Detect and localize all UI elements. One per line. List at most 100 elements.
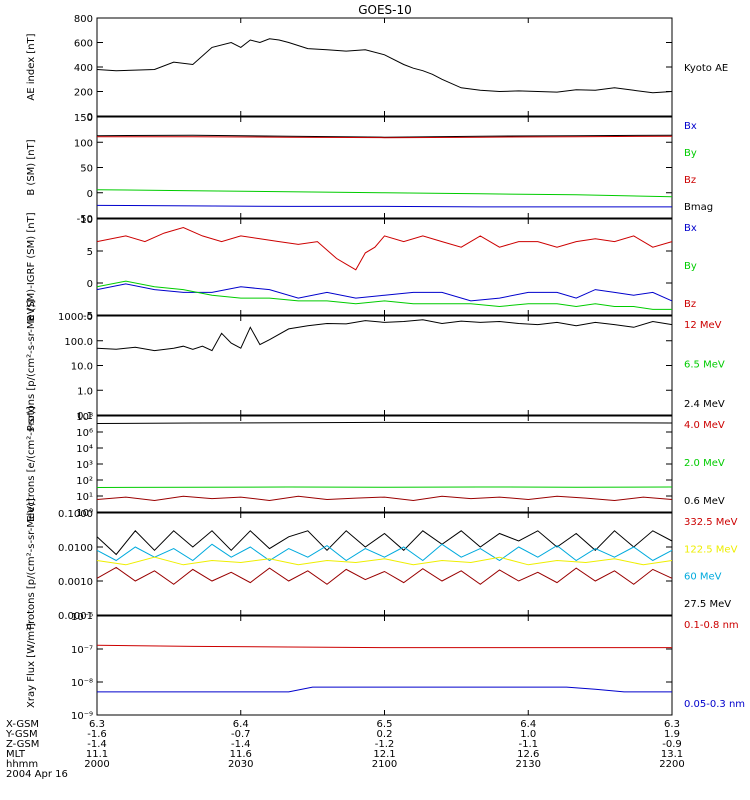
y-tick-label: 10⁻⁷ xyxy=(71,645,93,656)
series-line-1 xyxy=(96,421,673,424)
legend-label: 27.5 MeV xyxy=(684,599,731,610)
series-line-2 xyxy=(96,486,673,488)
y-tick-label: 10⁻⁸ xyxy=(71,678,93,689)
footer-row-value: 2030 xyxy=(228,759,253,770)
y-axis-label: AE index [nT] xyxy=(26,33,37,100)
panel-frame xyxy=(96,512,673,616)
legend-label: Bz xyxy=(684,175,696,186)
footer-row-value: -1.4 xyxy=(87,739,107,750)
panel-7: 10⁻⁶ 10⁻⁷ 10⁻⁸ 10⁻⁹ Xray Flux [W/m²] 0.1-0.8 … xyxy=(26,612,745,722)
panel-frame xyxy=(96,116,673,219)
series-line-2 xyxy=(97,135,673,139)
legend-label: 0.1-0.8 nm xyxy=(684,620,739,631)
series-line-2 xyxy=(97,686,672,693)
panel-5: 10⁸ 10⁶ 10⁴ 10³ 10² 10¹ 10⁰ Electrons [e/(cm²-s… xyxy=(26,406,725,522)
y-tick-label: 0.1 xyxy=(77,411,93,422)
footer-row-value: 2100 xyxy=(372,759,397,770)
y-tick-label: 150 xyxy=(74,113,93,124)
y-tick-label: -5 xyxy=(83,311,93,322)
footer-row-value: 2200 xyxy=(659,759,684,770)
legend-label: Bmag xyxy=(684,202,713,213)
y-tick-label: 10⁻⁹ xyxy=(71,711,93,722)
legend-label: By xyxy=(684,148,697,159)
y-tick-label: 800 xyxy=(74,14,93,25)
series-line-4 xyxy=(96,566,673,585)
legend-label: Bz xyxy=(684,299,696,310)
footer-row-value: 0.2 xyxy=(377,729,393,740)
legend-label: 60 MeV xyxy=(684,572,722,583)
footer-row-value: 12.6 xyxy=(517,749,539,760)
footer-row-value: 12.1 xyxy=(373,749,395,760)
footer-row-value: 13.1 xyxy=(661,749,683,760)
y-tick-label: 0 xyxy=(87,112,93,123)
y-tick-label: 0 xyxy=(87,279,93,290)
footer-row-value: -0.9 xyxy=(662,739,682,750)
legend-label: Bx xyxy=(684,223,697,234)
legend-label: 2.4 MeV xyxy=(684,399,725,410)
series-line-4 xyxy=(96,204,672,208)
y-axis-label: B (SM) [nT] xyxy=(26,139,37,195)
footer-row-value: 6.3 xyxy=(89,719,105,730)
footer-row-label: Z-GSM xyxy=(6,739,39,750)
y-tick-label: 10 xyxy=(80,215,93,226)
legend-label: 122.5 MeV xyxy=(684,544,738,555)
legend-label: 6.5 MeV xyxy=(684,360,725,371)
series-line-3 xyxy=(96,495,673,502)
series-line-3 xyxy=(96,280,672,310)
footer-row-label: Y-GSM xyxy=(5,729,38,740)
series-line-1 xyxy=(96,530,673,556)
y-axis-label: Protons [p/(cm²-s-sr-MeV)] xyxy=(26,300,37,432)
y-tick-label: 0.0100 xyxy=(58,543,93,554)
y-tick-label: 10⁻⁶ xyxy=(71,612,93,623)
y-tick-label: 600 xyxy=(74,39,93,50)
y-tick-label: 50 xyxy=(80,164,93,175)
footer-row-value: 2000 xyxy=(84,759,109,770)
series-line-3 xyxy=(96,189,673,198)
panel-3: 10 5 0 -5 B (SM)-IGRF (SM) [nT] Bx By Bz xyxy=(26,212,697,322)
footer-date: 2004 Apr 16 xyxy=(6,769,68,780)
footer-row-value: -1.1 xyxy=(518,739,538,750)
y-tick-label: 10² xyxy=(76,476,93,487)
series-line-1 xyxy=(96,38,673,94)
y-axis-label: Protons [p/(cm²-s-sr-MeV)] xyxy=(26,498,37,630)
legend-label: Bx xyxy=(684,121,697,132)
y-tick-label: 5 xyxy=(87,247,93,258)
y-tick-label: 10⁶ xyxy=(76,428,93,439)
series-line-2 xyxy=(96,283,673,302)
series-line-1 xyxy=(96,644,672,649)
footer-row-value: 1.9 xyxy=(664,729,680,740)
legend-label: 4.0 MeV xyxy=(684,420,725,431)
y-tick-label: 10⁴ xyxy=(76,444,93,455)
series-line-3 xyxy=(96,556,673,566)
legend-label: 332.5 MeV xyxy=(684,517,738,528)
time-axis-footer: X-GSM 6.3 6.4 6.5 6.4 6.3 Y-GSM -1.6 -0.7 0.2 1.0 1… xyxy=(5,719,685,780)
footer-row-value: -1.6 xyxy=(87,729,107,740)
footer-row-value: 6.4 xyxy=(233,719,249,730)
footer-row-value: 2130 xyxy=(516,759,541,770)
series-line-2 xyxy=(96,543,673,562)
y-tick-label: 0.0010 xyxy=(58,577,93,588)
panel-6: 0.1000 0.0100 0.0010 0.0001 Protons [p/(cm²-… xyxy=(26,498,738,630)
legend-label: By xyxy=(684,261,697,272)
y-tick-label: 10⁸ xyxy=(76,412,93,423)
series-line-1 xyxy=(96,319,673,352)
footer-row-value: 6.4 xyxy=(520,719,536,730)
panel-frame xyxy=(96,615,673,716)
y-tick-label: 0.1000 xyxy=(58,509,93,520)
footer-row-value: -1.4 xyxy=(231,739,251,750)
series-line-1 xyxy=(96,226,673,271)
legend-label: 0.6 MeV xyxy=(684,496,725,507)
footer-row-value: 6.5 xyxy=(377,719,393,730)
footer-row-label: hhmm xyxy=(6,759,38,770)
footer-row-value: 6.3 xyxy=(664,719,680,730)
footer-row-value: 11.6 xyxy=(230,749,252,760)
y-tick-label: 200 xyxy=(74,88,93,99)
y-tick-label: 100.0 xyxy=(64,337,93,348)
panel-4: 1000.0 100.0 10.0 1.0 0.1 Protons [p/(cm²-s-s… xyxy=(26,300,725,432)
y-axis-label: Xray Flux [W/m²] xyxy=(26,623,37,708)
footer-row-label: MLT xyxy=(6,749,26,760)
y-tick-label: -50 xyxy=(77,214,93,225)
footer-row-value: 11.1 xyxy=(86,749,108,760)
